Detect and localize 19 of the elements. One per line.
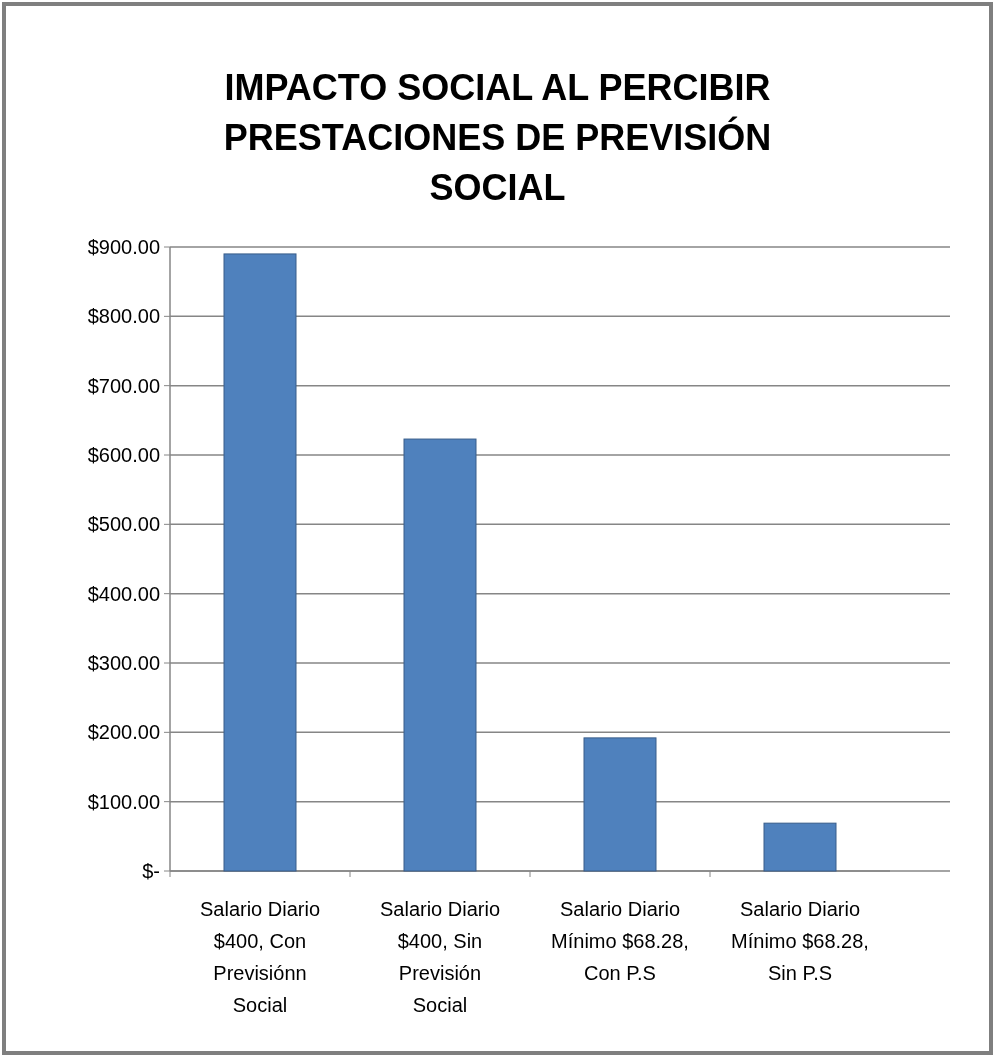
bar: [223, 253, 297, 872]
y-tick-label: $100.00: [87, 790, 160, 813]
y-tick-label: $600.00: [87, 444, 160, 466]
y-tick-label: $900.00: [87, 236, 160, 258]
y-tick-label: $800.00: [87, 305, 160, 328]
x-tick-label: Salario Diario Mínimo $68.28, Con P.S: [551, 898, 689, 984]
y-tick-label: $300.00: [87, 652, 160, 674]
x-tick-label: Salario Diario $400, Sin Previsión Social: [379, 898, 501, 1016]
x-tick-label: Salario Diario Mínimo $68.28, Sin P.S: [731, 898, 869, 984]
y-tick-label: $500.00: [87, 513, 160, 536]
y-tick-label: $700.00: [87, 374, 160, 397]
y-tick-label: $-: [142, 860, 160, 882]
chart-title: IMPACTO SOCIAL AL PERCIBIR PRESTACIONES DE PREVISIÓN SOCIAL: [223, 67, 772, 208]
bar: [403, 438, 477, 872]
y-tick-label: $400.00: [87, 582, 160, 605]
y-tick-label: $200.00: [87, 721, 160, 744]
x-tick-label: Salario Diario $400, Con Previsiónn Social: [199, 898, 321, 1016]
bar: [763, 822, 837, 872]
bar: [583, 737, 657, 872]
